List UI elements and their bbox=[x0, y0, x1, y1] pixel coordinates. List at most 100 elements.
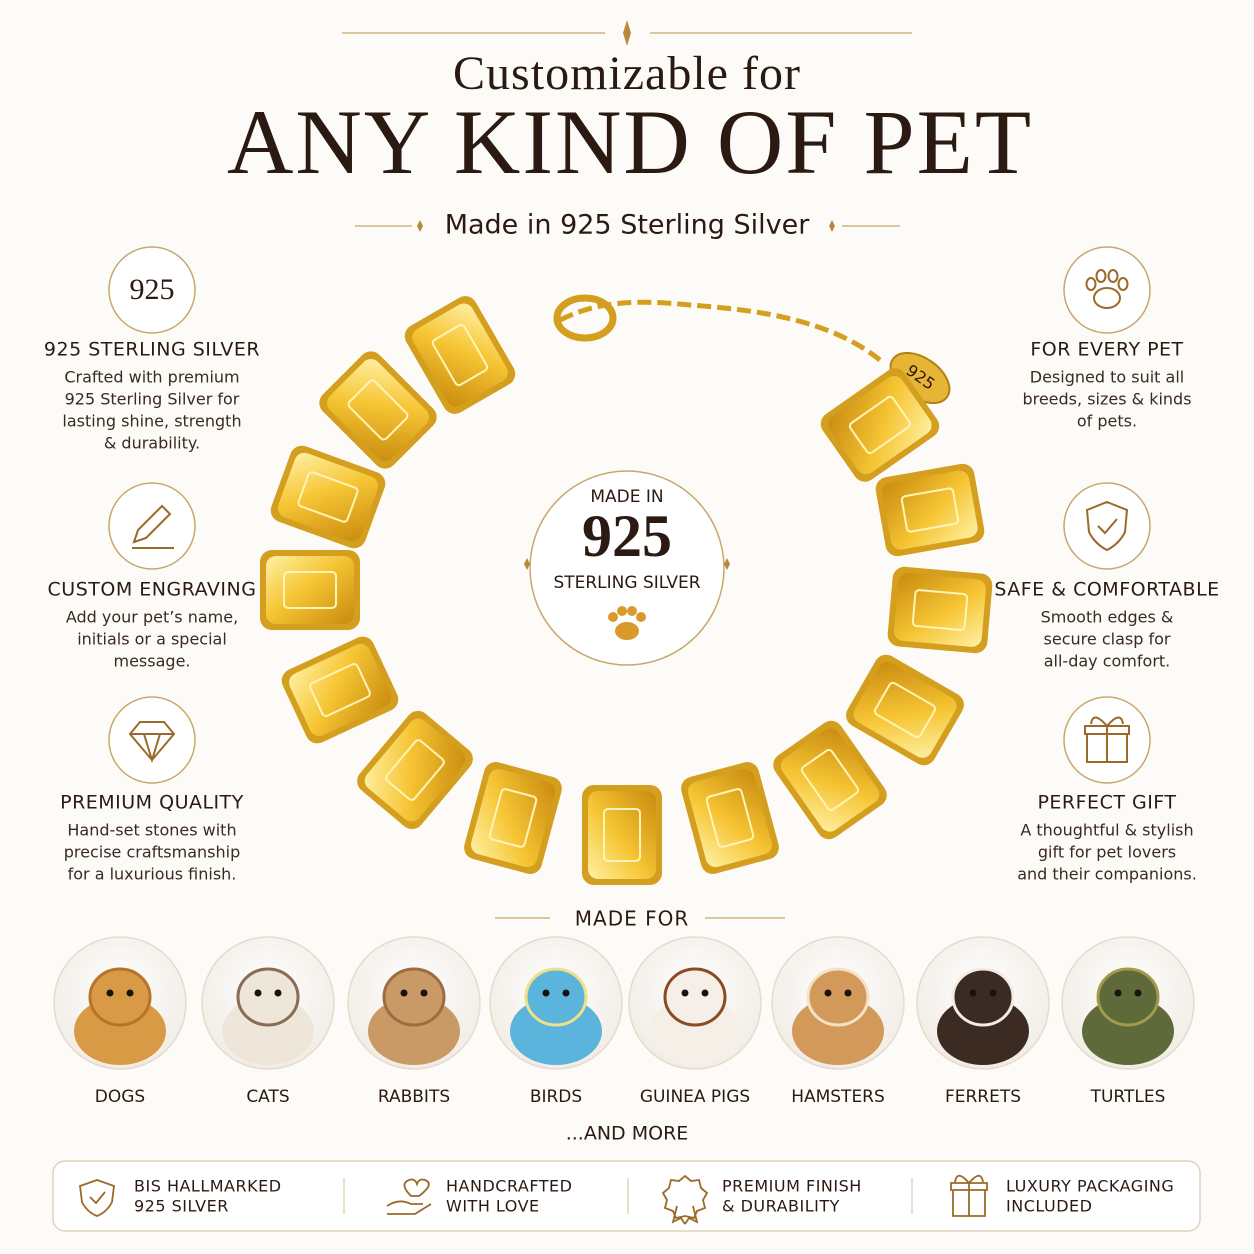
pet-eye bbox=[701, 989, 709, 997]
header-ornament bbox=[342, 20, 912, 232]
gem-table bbox=[911, 589, 969, 631]
gem-face bbox=[828, 375, 932, 475]
feature-line: initials or a special bbox=[77, 630, 227, 649]
feature-line: secure clasp for bbox=[1044, 630, 1171, 649]
feature-title: PREMIUM QUALITY bbox=[60, 792, 244, 814]
footer-icon bbox=[386, 1178, 432, 1215]
features: 925 925 STERLING SILVER Crafted with premi… bbox=[44, 246, 1219, 884]
paw-toe bbox=[1117, 277, 1129, 291]
gem-table bbox=[283, 571, 337, 609]
feature-title: PERFECT GIFT bbox=[1037, 792, 1176, 814]
pet: RABBITS bbox=[347, 936, 481, 1107]
feature-line: Hand-set stones with bbox=[67, 821, 236, 840]
made-for-title: MADE FOR bbox=[575, 907, 689, 931]
feature-line: Crafted with premium bbox=[64, 368, 239, 387]
pet: CATS bbox=[201, 936, 335, 1107]
gemstone bbox=[260, 550, 360, 630]
paw-icon bbox=[1093, 287, 1121, 309]
gemstone bbox=[319, 351, 437, 469]
pet-label: FERRETS bbox=[945, 1087, 1021, 1107]
pet-label: TURTLES bbox=[1090, 1087, 1166, 1107]
clasp bbox=[553, 294, 617, 342]
shield-icon bbox=[1085, 500, 1129, 552]
gem-face bbox=[780, 728, 880, 832]
pet-label: BIRDS bbox=[530, 1087, 582, 1107]
pet-head bbox=[663, 967, 727, 1027]
feature: FOR EVERY PET Designed to suit all breeds,… bbox=[1022, 246, 1192, 431]
feature-line: breeds, sizes & kinds bbox=[1022, 390, 1191, 409]
pet-eye bbox=[969, 989, 977, 997]
feature-title: SAFE & COMFORTABLE bbox=[994, 579, 1219, 601]
gem-face bbox=[471, 768, 555, 868]
feature-line: and their companions. bbox=[1017, 865, 1197, 884]
pet-eye bbox=[824, 989, 832, 997]
gem-table bbox=[347, 379, 409, 441]
feature-line: precise craftsmanship bbox=[64, 843, 240, 862]
gem-face bbox=[853, 662, 957, 758]
feature-line: gift for pet lovers bbox=[1038, 843, 1176, 862]
gemstone bbox=[270, 445, 386, 549]
feature-line: for a luxurious finish. bbox=[68, 865, 237, 884]
feature-line: of pets. bbox=[1077, 412, 1137, 431]
feature-icon-ring bbox=[1063, 482, 1151, 570]
gemstone bbox=[582, 785, 662, 885]
pet-eye bbox=[420, 989, 428, 997]
gemstone bbox=[464, 762, 562, 874]
gemstone bbox=[820, 368, 940, 482]
footer-box bbox=[52, 1160, 1201, 1232]
feature: SAFE & COMFORTABLE Smooth edges & secure c… bbox=[994, 482, 1219, 671]
feature: PREMIUM QUALITY Hand-set stones with preci… bbox=[60, 696, 244, 884]
feature-line: Add your pet’s name, bbox=[66, 608, 238, 627]
gem-face bbox=[688, 768, 772, 868]
pet-eye bbox=[989, 989, 997, 997]
footer-icon bbox=[79, 1179, 115, 1217]
gemstone bbox=[404, 296, 516, 414]
paw-toe bbox=[1095, 269, 1107, 283]
badge-top: MADE IN bbox=[590, 487, 663, 507]
feature-line: all-day comfort. bbox=[1044, 652, 1171, 671]
footer-text: INCLUDED bbox=[1006, 1197, 1092, 1216]
gemstone bbox=[887, 566, 993, 654]
gem-table bbox=[297, 471, 359, 523]
pet-eye bbox=[1114, 989, 1122, 997]
pet-label: RABBITS bbox=[378, 1087, 450, 1107]
pet-label: GUINEA PIGS bbox=[640, 1087, 750, 1107]
footer-text: PREMIUM FINISH bbox=[722, 1177, 862, 1196]
header-title: ANY KIND OF PET bbox=[227, 91, 1033, 193]
feature-line: A thoughtful & stylish bbox=[1020, 821, 1193, 840]
feature: PERFECT GIFT A thoughtful & stylish gift f… bbox=[1017, 696, 1197, 884]
feature-icon-ring bbox=[108, 696, 196, 784]
pet: TURTLES bbox=[1061, 936, 1195, 1107]
paw-toe bbox=[1107, 269, 1119, 283]
pet-head bbox=[236, 967, 300, 1027]
header-subtitle: Customizable for bbox=[453, 47, 801, 100]
gem-face bbox=[266, 556, 354, 624]
pet-head bbox=[951, 967, 1015, 1027]
pet-head bbox=[1096, 967, 1160, 1027]
gem-table bbox=[848, 395, 912, 455]
and-more: ...AND MORE bbox=[566, 1123, 689, 1145]
feature: CUSTOM ENGRAVING Add your pet’s name, init… bbox=[48, 482, 256, 671]
gem-table bbox=[800, 748, 860, 812]
gem-table bbox=[873, 681, 937, 739]
footer-text: & DURABILITY bbox=[722, 1197, 840, 1216]
pet-eye bbox=[542, 989, 550, 997]
center-badge bbox=[524, 470, 730, 666]
pet-eye bbox=[1134, 989, 1142, 997]
footer-text: 925 SILVER bbox=[134, 1197, 229, 1216]
pet-eye bbox=[106, 989, 114, 997]
gem-table bbox=[309, 663, 371, 717]
diamond-icon bbox=[128, 721, 176, 764]
pet-label: DOGS bbox=[95, 1087, 145, 1107]
feature-line: Designed to suit all bbox=[1030, 368, 1184, 387]
feature-icon-ring bbox=[108, 246, 196, 334]
pet: GUINEA PIGS bbox=[628, 936, 762, 1107]
gem-table bbox=[385, 739, 445, 801]
gem-table bbox=[705, 788, 755, 848]
gem-face bbox=[588, 791, 656, 879]
bracelet: 925 bbox=[260, 294, 993, 885]
badge-bottom: STERLING SILVER bbox=[553, 573, 700, 593]
pet-head bbox=[524, 967, 588, 1027]
pet: FERRETS bbox=[916, 936, 1050, 1107]
